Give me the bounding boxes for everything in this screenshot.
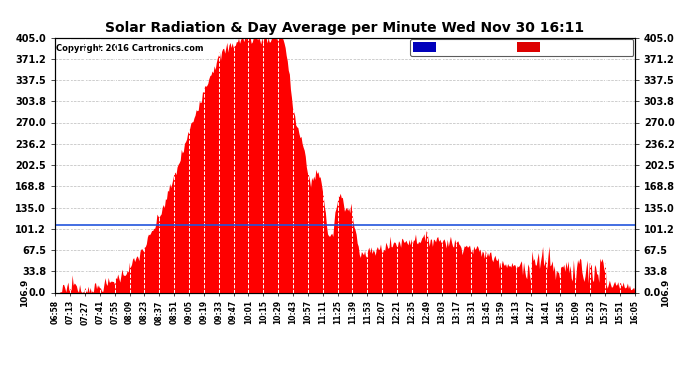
Title: Solar Radiation & Day Average per Minute Wed Nov 30 16:11: Solar Radiation & Day Average per Minute… (106, 21, 584, 35)
Text: Copyright 2016 Cartronics.com: Copyright 2016 Cartronics.com (57, 44, 204, 53)
Legend: Median (w/m2), Radiation (w/m2): Median (w/m2), Radiation (w/m2) (410, 39, 633, 56)
Text: 106.9: 106.9 (661, 278, 670, 306)
Text: 106.9: 106.9 (20, 278, 29, 306)
